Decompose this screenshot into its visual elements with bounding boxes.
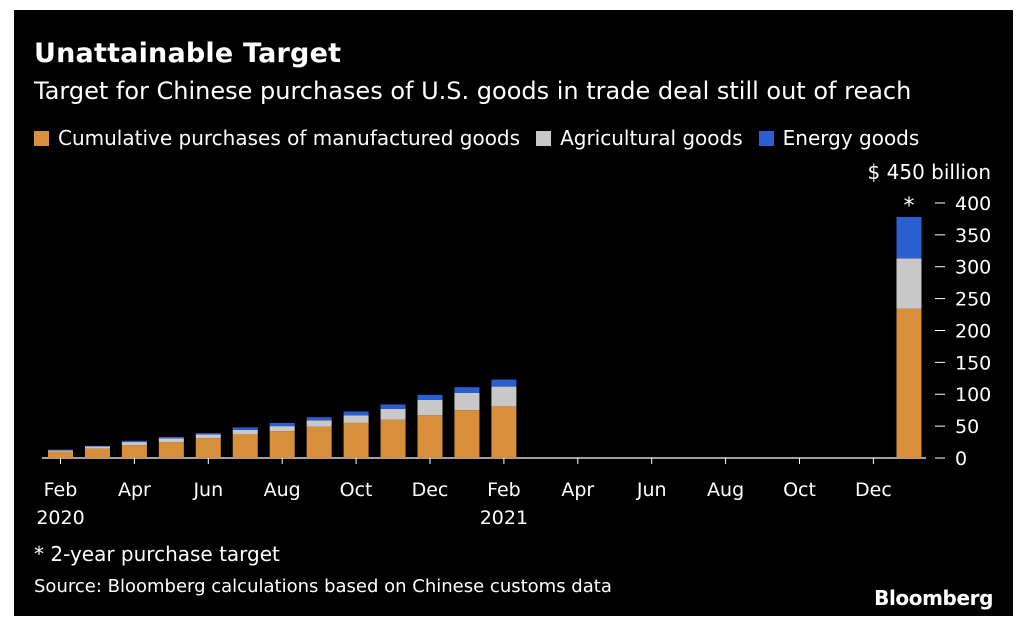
bar-segment-agricultural <box>232 429 258 435</box>
bar-segment-agricultural <box>269 426 295 432</box>
x-tick-label: Jun <box>636 479 667 501</box>
bar-segment-agricultural <box>158 438 184 443</box>
y-tick-label: 250 <box>955 289 991 311</box>
bar-segment-manufactured <box>896 308 922 458</box>
legend: Cumulative purchases of manufactured goo… <box>34 126 935 150</box>
bar-segment-manufactured <box>121 445 147 458</box>
x-tick-label: Feb <box>44 479 78 501</box>
bar-segment-agricultural <box>417 399 443 416</box>
bar-segment-energy <box>306 417 332 421</box>
legend-label-energy: Energy goods <box>782 126 920 150</box>
bar-segment-energy <box>491 379 517 387</box>
bar-segment-energy <box>417 394 443 400</box>
bar-segment-agricultural <box>195 434 221 439</box>
y-tick-label: 0 <box>955 448 967 470</box>
y-tick-label: 50 <box>955 416 979 438</box>
chart-frame: Unattainable Target Target for Chinese p… <box>14 10 1013 616</box>
x-tick-label: Dec <box>855 479 892 501</box>
bar-segment-energy <box>195 433 221 435</box>
y-axis-unit-label: $ 450 billion <box>867 160 991 184</box>
y-tick-label: 100 <box>955 384 991 406</box>
bar-segment-manufactured <box>158 442 184 458</box>
bar-segment-energy <box>380 404 406 409</box>
x-tick-label: Apr <box>118 479 151 501</box>
bar-segment-energy <box>158 436 184 439</box>
bar-segment-agricultural <box>48 450 73 452</box>
bar-segment-agricultural <box>306 420 332 427</box>
bar-segment-agricultural <box>491 386 517 407</box>
bar-segment-manufactured <box>454 410 480 458</box>
bar-segment-manufactured <box>306 426 332 458</box>
bar-segment-manufactured <box>417 415 443 458</box>
bar-segment-agricultural <box>84 446 110 449</box>
legend-label-manufactured: Cumulative purchases of manufactured goo… <box>58 126 521 150</box>
stacked-bar-chart: Feb Apr Jun Aug Oct Dec Feb Apr Jun Aug Oct Dec 2020… <box>36 193 991 529</box>
bar-segment-agricultural <box>121 442 147 446</box>
bar-segment-energy <box>48 449 73 451</box>
y-tick-label: 150 <box>955 352 991 374</box>
bar-segment-energy <box>84 445 110 447</box>
x-tick-label: Dec <box>412 479 449 501</box>
bar-segment-agricultural <box>896 258 922 309</box>
y-tick-label: 350 <box>955 225 991 247</box>
legend-item-agricultural: Agricultural goods <box>536 126 743 150</box>
footnote: * 2-year purchase target <box>34 542 280 566</box>
bar-segment-manufactured <box>343 422 369 458</box>
chart-title: Unattainable Target <box>34 38 342 69</box>
bar-segment-agricultural <box>343 415 369 423</box>
target-marker: * <box>904 194 915 219</box>
legend-swatch-agricultural <box>536 130 552 146</box>
bar-segment-energy <box>343 411 369 416</box>
bar-segment-energy <box>896 216 922 259</box>
legend-item-manufactured: Cumulative purchases of manufactured goo… <box>34 126 520 150</box>
bar-segment-manufactured <box>380 419 406 458</box>
y-tick-label: 300 <box>955 257 991 279</box>
bar-segment-manufactured <box>48 451 73 458</box>
bar-segment-energy <box>269 422 295 427</box>
y-tick-label: 200 <box>955 320 991 342</box>
bar-segment-manufactured <box>232 434 258 458</box>
x-year-label: 2020 <box>36 507 84 529</box>
bar-segment-manufactured <box>195 438 221 458</box>
x-tick-label: Aug <box>264 479 301 501</box>
x-tick-label: Apr <box>561 479 594 501</box>
x-tick-label: Oct <box>783 479 816 501</box>
bar-segment-manufactured <box>491 406 517 458</box>
bar-segment-energy <box>232 427 258 430</box>
x-tick-label: Jun <box>192 479 223 501</box>
x-tick-label: Aug <box>707 479 744 501</box>
x-tick-label: Oct <box>340 479 373 501</box>
y-tick-label: 400 <box>955 193 991 215</box>
bloomberg-logo: Bloomberg <box>874 586 993 610</box>
legend-swatch-manufactured <box>34 130 49 146</box>
x-tick-label: Feb <box>487 479 521 501</box>
bar-segment-manufactured <box>84 448 110 458</box>
x-year-label: 2021 <box>480 507 528 529</box>
bar-segment-energy <box>121 440 147 443</box>
bar-segment-energy <box>454 387 480 393</box>
legend-item-energy: Energy goods <box>758 126 920 150</box>
chart-subtitle: Target for Chinese purchases of U.S. goo… <box>34 77 912 105</box>
bar-segment-manufactured <box>269 431 295 458</box>
legend-label-agricultural: Agricultural goods <box>560 126 743 150</box>
legend-swatch-energy <box>758 130 774 146</box>
bar-segment-agricultural <box>380 408 406 420</box>
source-note: Source: Bloomberg calculations based on … <box>34 576 612 597</box>
bar-segment-agricultural <box>454 392 480 411</box>
